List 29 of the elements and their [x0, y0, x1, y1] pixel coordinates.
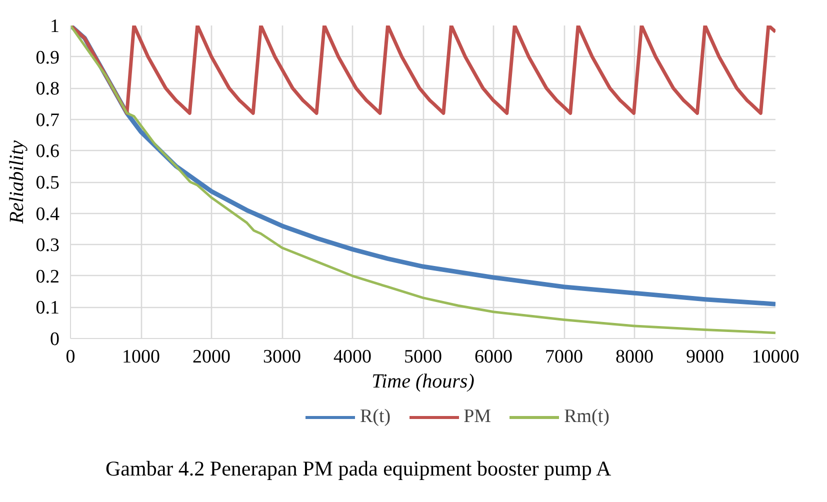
y-tick-label: 0.2: [36, 266, 60, 288]
x-tick-label: 4000: [334, 346, 372, 368]
y-tick-label: 0: [50, 329, 60, 350]
y-tick-label: 0.1: [36, 298, 60, 319]
y-tick-label: 0.4: [36, 204, 60, 225]
x-tick-label: 8000: [616, 346, 654, 368]
y-tick-label: 0.9: [36, 47, 60, 68]
x-tick-label: 1000: [122, 346, 160, 368]
x-tick-label: 5000: [404, 346, 442, 368]
x-tick-label: 9000: [686, 346, 724, 368]
y-tick-label: 0.7: [36, 110, 60, 131]
legend-label: Rm(t): [564, 406, 610, 428]
x-tick-label: 2000: [192, 346, 230, 368]
y-tick-label: 0.6: [36, 141, 60, 162]
y-tick-label: 0.3: [36, 235, 60, 256]
x-tick-label: 7000: [545, 346, 583, 368]
x-tick-label: 10000: [752, 346, 800, 368]
line-series: [70, 26, 776, 115]
y-tick-label: 0.5: [36, 172, 60, 194]
legend-label: R(t): [360, 406, 391, 428]
text: Gambar 4.2 Penerapan PM pada equipment booster pump A: [106, 456, 612, 480]
legend-label: PM: [464, 406, 492, 428]
x-tick-label: 0: [66, 346, 76, 368]
x-tick-label: 6000: [474, 346, 512, 368]
x-tick-label: 3000: [263, 346, 301, 368]
y-axis-title: Reliability: [6, 140, 28, 225]
x-axis-title: Time (hours): [372, 370, 475, 392]
y-tick-label: 0.8: [36, 78, 60, 100]
y-tick-label: 1: [50, 16, 60, 37]
